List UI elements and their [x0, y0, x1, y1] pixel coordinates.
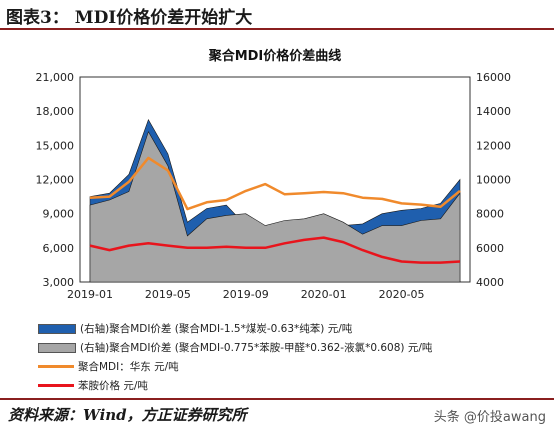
legend-swatch-gray: [38, 342, 76, 353]
legend-label-gray-spread: (右轴)聚合MDI价差 (聚合MDI-0.775*苯胺-甲醛*0.362-液氯*…: [80, 342, 433, 354]
y-right-tick-label: 10000: [476, 174, 511, 187]
line-series-mdi-price: [89, 156, 461, 211]
chart-title: 聚合MDI价格价差曲线: [208, 48, 342, 64]
watermark: 头条 @价投awang: [433, 410, 546, 425]
top-rule: [0, 28, 554, 30]
y-right-tick-label: 6000: [476, 242, 504, 255]
legend-item-blue-spread: (右轴)聚合MDI价差 (聚合MDI-1.5*煤炭-0.63*纯苯) 元/吨: [38, 319, 432, 338]
figure-title: 图表3： MDI价格价差开始扩大: [6, 8, 253, 28]
legend-label-blue-spread: (右轴)聚合MDI价差 (聚合MDI-1.5*煤炭-0.63*纯苯) 元/吨: [80, 323, 353, 335]
y-right-tick-label: 16000: [476, 71, 511, 84]
y-left-tick-label: 15,000: [36, 139, 75, 152]
chart-svg: 聚合MDI价格价差曲线 3,000 6,000 9,000 12,000 15,000 18…: [36, 48, 512, 301]
legend-label-mdi-price: 聚合MDI：华东 元/吨: [78, 361, 179, 373]
y-right-tick-label: 14000: [476, 105, 511, 118]
x-tick-label: 2019-01: [67, 288, 113, 301]
legend-swatch-red: [38, 384, 74, 387]
legend-item-aniline-price: 苯胺价格 元/吨: [38, 376, 432, 395]
x-tick-label: 2020-01: [301, 288, 347, 301]
area-series-gray-spread: [89, 130, 461, 283]
y-left-tick-label: 12,000: [36, 174, 75, 187]
x-tick-label: 2019-09: [223, 288, 269, 301]
x-tick-label: 2019-05: [145, 288, 191, 301]
line-series-aniline-price: [89, 236, 461, 264]
y-right-tick-label: 12000: [476, 139, 511, 152]
y-left-tick-label: 6,000: [43, 242, 75, 255]
legend-label-aniline-price: 苯胺价格 元/吨: [78, 380, 148, 392]
bottom-rule: [0, 398, 554, 400]
y-left-tick-label: 18,000: [36, 105, 75, 118]
legend-item-gray-spread: (右轴)聚合MDI价差 (聚合MDI-0.775*苯胺-甲醛*0.362-液氯*…: [38, 338, 432, 357]
chart-container: 聚合MDI价格价差曲线 3,000 6,000 9,000 12,000 15,000 18…: [0, 32, 554, 396]
y-right-tick-label: 8000: [476, 208, 504, 221]
legend-swatch-orange: [38, 365, 74, 368]
legend-swatch-blue: [38, 323, 76, 334]
y-left-tick-label: 21,000: [36, 71, 75, 84]
y-left-tick-label: 3,000: [43, 276, 75, 289]
y-left-tick-label: 9,000: [43, 208, 75, 221]
chart-legend: (右轴)聚合MDI价差 (聚合MDI-1.5*煤炭-0.63*纯苯) 元/吨 (…: [38, 319, 432, 395]
source-note: 资料来源：Wind，方正证券研究所: [8, 406, 247, 424]
x-tick-label: 2020-05: [379, 288, 425, 301]
legend-item-mdi-price: 聚合MDI：华东 元/吨: [38, 357, 432, 376]
y-right-tick-label: 4000: [476, 276, 504, 289]
